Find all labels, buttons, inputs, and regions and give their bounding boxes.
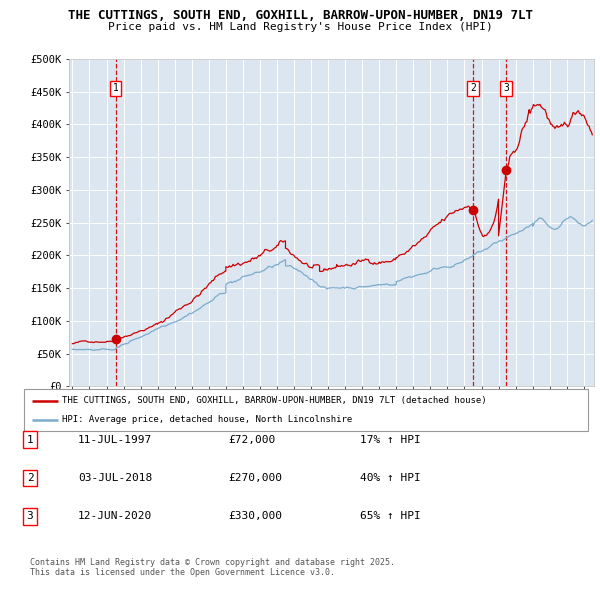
Text: 3: 3 [26,512,34,521]
Text: 12-JUN-2020: 12-JUN-2020 [78,512,152,521]
Text: 40% ↑ HPI: 40% ↑ HPI [360,473,421,483]
Text: £72,000: £72,000 [228,435,275,444]
FancyBboxPatch shape [24,389,588,431]
Text: 03-JUL-2018: 03-JUL-2018 [78,473,152,483]
Text: 2: 2 [26,473,34,483]
Text: THE CUTTINGS, SOUTH END, GOXHILL, BARROW-UPON-HUMBER, DN19 7LT (detached house): THE CUTTINGS, SOUTH END, GOXHILL, BARROW… [62,396,487,405]
Text: £270,000: £270,000 [228,473,282,483]
Text: £330,000: £330,000 [228,512,282,521]
Text: 65% ↑ HPI: 65% ↑ HPI [360,512,421,521]
Text: 1: 1 [113,83,118,93]
Text: 1: 1 [26,435,34,444]
Text: HPI: Average price, detached house, North Lincolnshire: HPI: Average price, detached house, Nort… [62,415,353,424]
Text: 17% ↑ HPI: 17% ↑ HPI [360,435,421,444]
Text: 11-JUL-1997: 11-JUL-1997 [78,435,152,444]
Text: THE CUTTINGS, SOUTH END, GOXHILL, BARROW-UPON-HUMBER, DN19 7LT: THE CUTTINGS, SOUTH END, GOXHILL, BARROW… [67,9,533,22]
Text: Price paid vs. HM Land Registry's House Price Index (HPI): Price paid vs. HM Land Registry's House … [107,22,493,32]
Text: 2: 2 [470,83,476,93]
Text: Contains HM Land Registry data © Crown copyright and database right 2025.
This d: Contains HM Land Registry data © Crown c… [30,558,395,577]
Text: 3: 3 [503,83,509,93]
